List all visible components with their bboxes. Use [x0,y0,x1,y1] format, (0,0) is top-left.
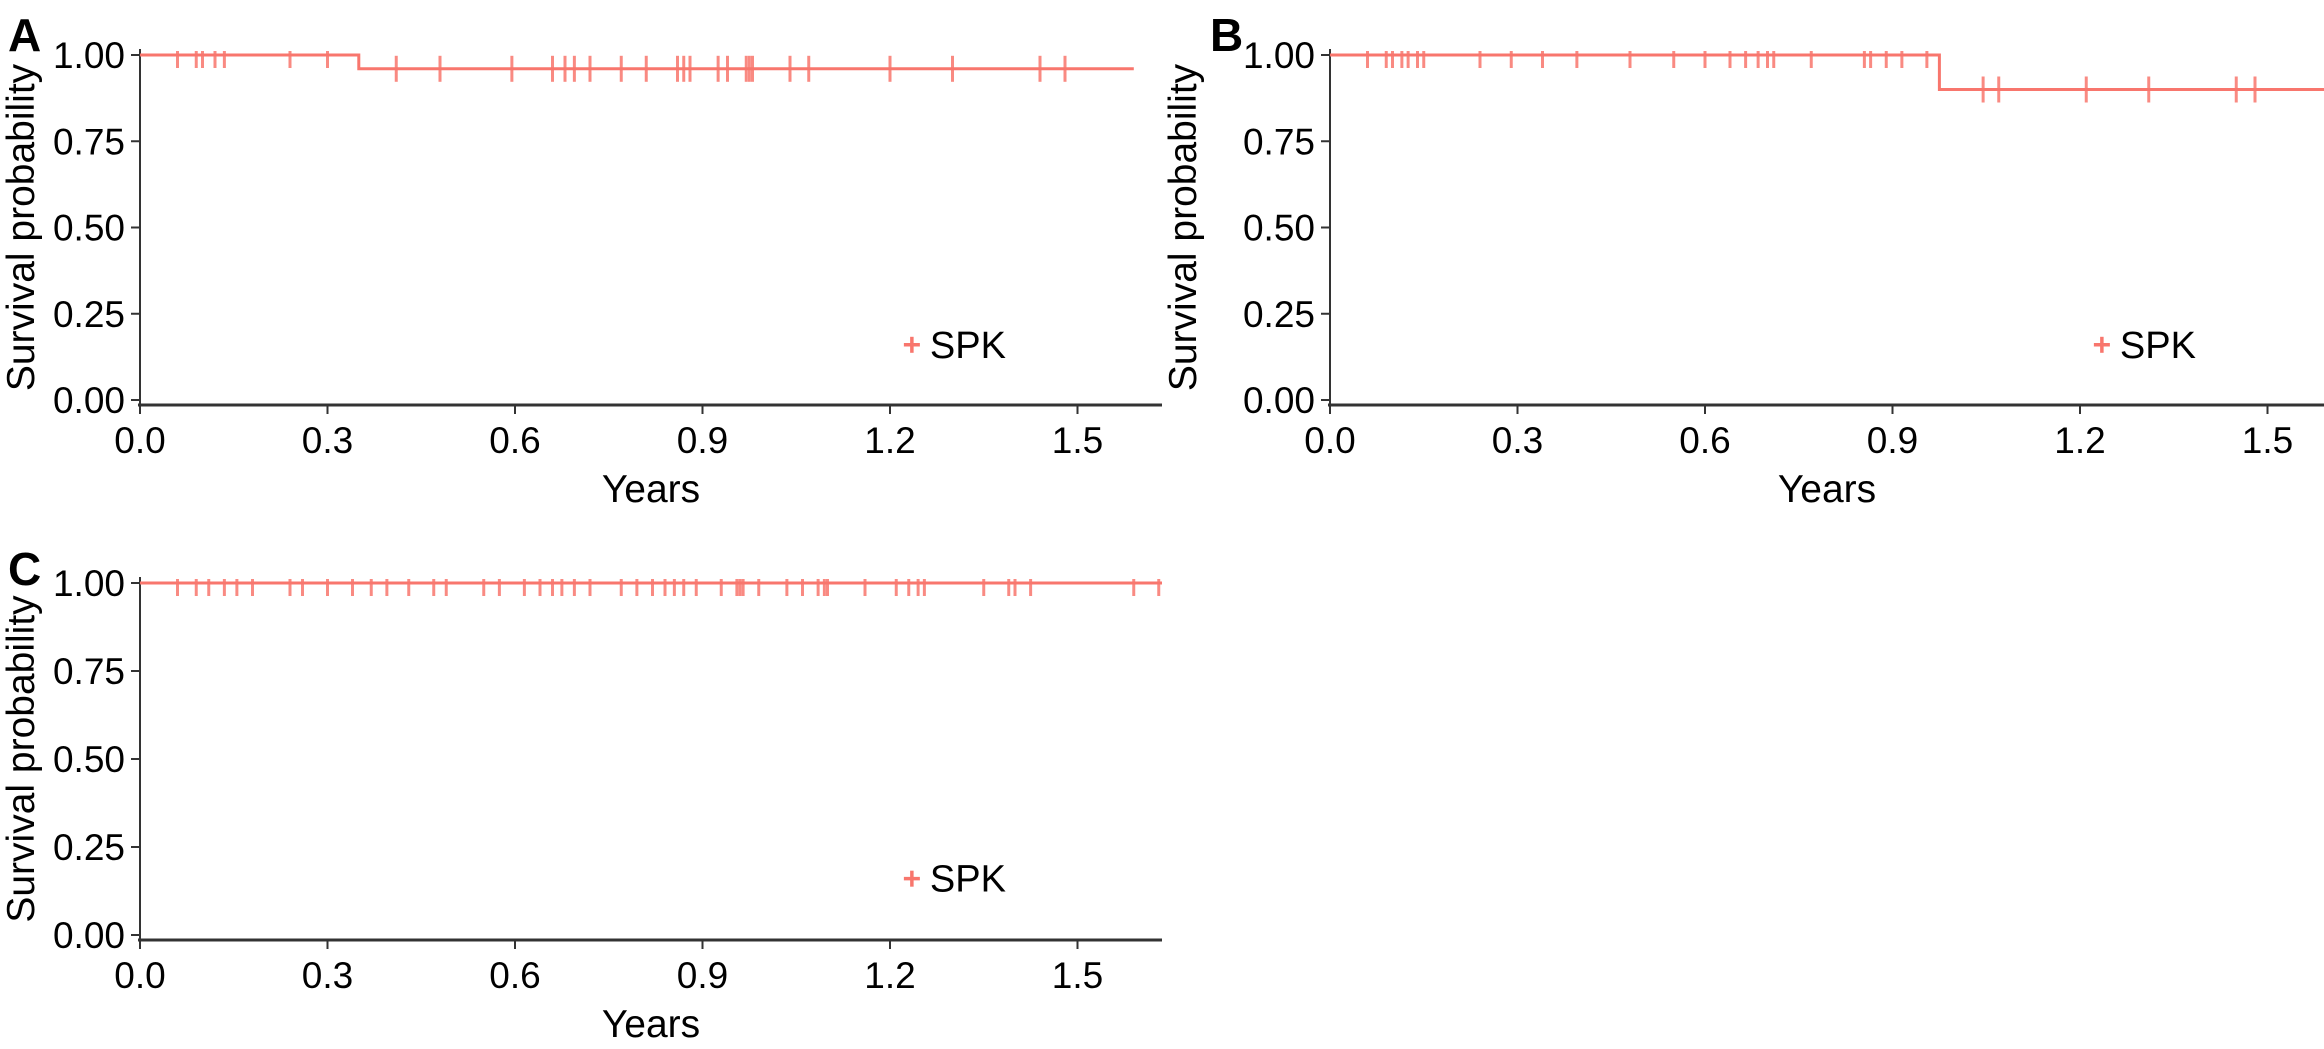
survival-curve [1330,53,2324,91]
x-tick-label: 1.2 [864,420,915,461]
y-axis-title: Survival probability [1162,63,1205,391]
y-tick-label: 0.75 [1243,121,1315,162]
x-tick-label: 0.6 [489,420,540,461]
x-tick-label: 1.5 [2242,420,2293,461]
legend-label: SPK [2120,325,2196,367]
panel-c-chart: 0.00 0.25 0.50 0.75 1.00 0.0 0.3 0.6 0.9 1.2 1.5 Su… [0,563,1162,1046]
y-tick-label: 0.25 [53,827,125,868]
x-tick-label: 0.3 [302,420,353,461]
panel-b-label: B [1210,9,1244,61]
y-tick-label: 0.00 [1243,380,1315,421]
panel-c-label: C [8,543,42,595]
y-tick-label: 0.50 [1243,208,1315,249]
x-tick-label: 1.5 [1052,420,1103,461]
x-tick-label: 0.0 [114,420,165,461]
y-tick-label: 0.25 [1243,294,1315,335]
x-tick-label: 0.9 [1867,420,1918,461]
x-axis-title: Years [602,468,700,511]
panel-a-chart: 0.00 0.25 0.50 0.75 1.00 0.0 0.3 0.6 0.9 1.2 1.5 Su… [0,35,1162,511]
x-tick-label: 0.0 [114,955,165,996]
x-tick-label: 1.2 [864,955,915,996]
panel-c: C 0.00 0.25 0.50 0.75 1.00 0.0 0.3 0.6 0.9 1.2 1.5… [0,530,1162,1049]
panel-b: B 0.00 0.25 0.50 0.75 1.00 0.0 0.3 0.6 0.9 1.2 1.5… [1162,0,2324,515]
legend-label: SPK [930,325,1006,367]
x-tick-label: 1.2 [2054,420,2105,461]
x-tick-label: 0.3 [1492,420,1543,461]
y-tick-label: 0.25 [53,294,125,335]
x-tick-label: 0.9 [677,955,728,996]
x-tick-label: 0.9 [677,420,728,461]
y-tick-label: 0.50 [53,208,125,249]
x-tick-label: 0.3 [302,955,353,996]
y-tick-label: 0.50 [53,739,125,780]
x-axis-title: Years [1778,468,1876,511]
panel-a-label: A [8,9,42,61]
panel-a: A 0.00 0.25 0.50 0.75 1.00 0.0 0.3 0.6 0.9 1.2 1.5… [0,0,1162,515]
y-tick-label: 1.00 [53,35,125,76]
x-axis-title: Years [602,1003,700,1046]
y-axis-title: Survival probability [0,595,43,923]
x-tick-label: 0.6 [1679,420,1730,461]
y-tick-label: 0.00 [53,380,125,421]
x-tick-label: 0.6 [489,955,540,996]
y-tick-label: 0.75 [53,651,125,692]
y-tick-label: 0.00 [53,915,125,956]
y-axis-title: Survival probability [0,63,43,391]
x-tick-label: 1.5 [1052,955,1103,996]
x-tick-label: 0.0 [1304,420,1355,461]
panel-b-chart: 0.00 0.25 0.50 0.75 1.00 0.0 0.3 0.6 0.9 1.2 1.5 Su… [1162,35,2324,511]
y-tick-label: 1.00 [53,563,125,604]
legend-label: SPK [930,859,1006,901]
y-tick-label: 0.75 [53,121,125,162]
y-tick-label: 1.00 [1243,35,1315,76]
